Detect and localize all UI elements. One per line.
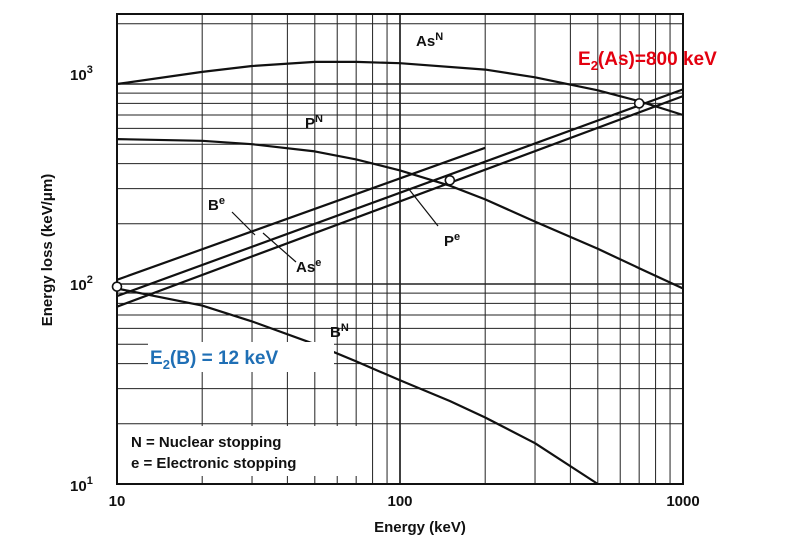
y-axis-label: Energy loss (keV/μm): [39, 174, 56, 327]
y-tick-label: 101: [70, 475, 93, 495]
as-e-leader-line: [262, 232, 297, 263]
e2-b-annotation-bg: [148, 342, 334, 372]
p-e-leader-line: [407, 187, 439, 227]
p-n-label: PN: [305, 113, 323, 132]
b-e-leader-line: [231, 211, 256, 236]
as-electronic-curve: [116, 88, 684, 298]
b-nuclear-curve: [116, 287, 599, 485]
b-electronic-curve: [116, 146, 486, 281]
x-tick-label: 1000: [666, 493, 699, 510]
intersection-marker: [444, 174, 456, 186]
grid: [117, 14, 683, 485]
b-n-label: BN: [330, 322, 349, 341]
plot-frame: [116, 13, 684, 485]
y-tick-label: 103: [70, 64, 93, 84]
curves: [116, 60, 684, 485]
b-e-label: Be: [208, 195, 225, 214]
p-electronic-curve: [116, 95, 684, 308]
e2-as-annotation: E2(As)=800 keV: [578, 49, 717, 73]
intersection-marker: [633, 98, 645, 109]
e2-b-annotation: E2(B) = 12 keV: [150, 348, 278, 372]
x-tick-label: 10: [109, 493, 126, 510]
legend-nuclear: N = Nuclear stopping: [131, 434, 281, 451]
legend-electronic: e = Electronic stopping: [131, 455, 296, 472]
x-axis-label: Energy (keV): [374, 519, 466, 536]
as-n-label: AsN: [416, 31, 443, 50]
intersection-marker: [111, 281, 123, 292]
y-tick-label: 102: [70, 274, 93, 294]
x-tick-label: 100: [387, 493, 412, 510]
p-nuclear-curve: [116, 138, 684, 290]
as-e-label: Ase: [296, 257, 321, 276]
as-nuclear-curve: [116, 60, 684, 117]
intersection-markers: [111, 98, 645, 292]
legend-box: [123, 426, 369, 476]
p-e-label: Pe: [444, 231, 460, 250]
